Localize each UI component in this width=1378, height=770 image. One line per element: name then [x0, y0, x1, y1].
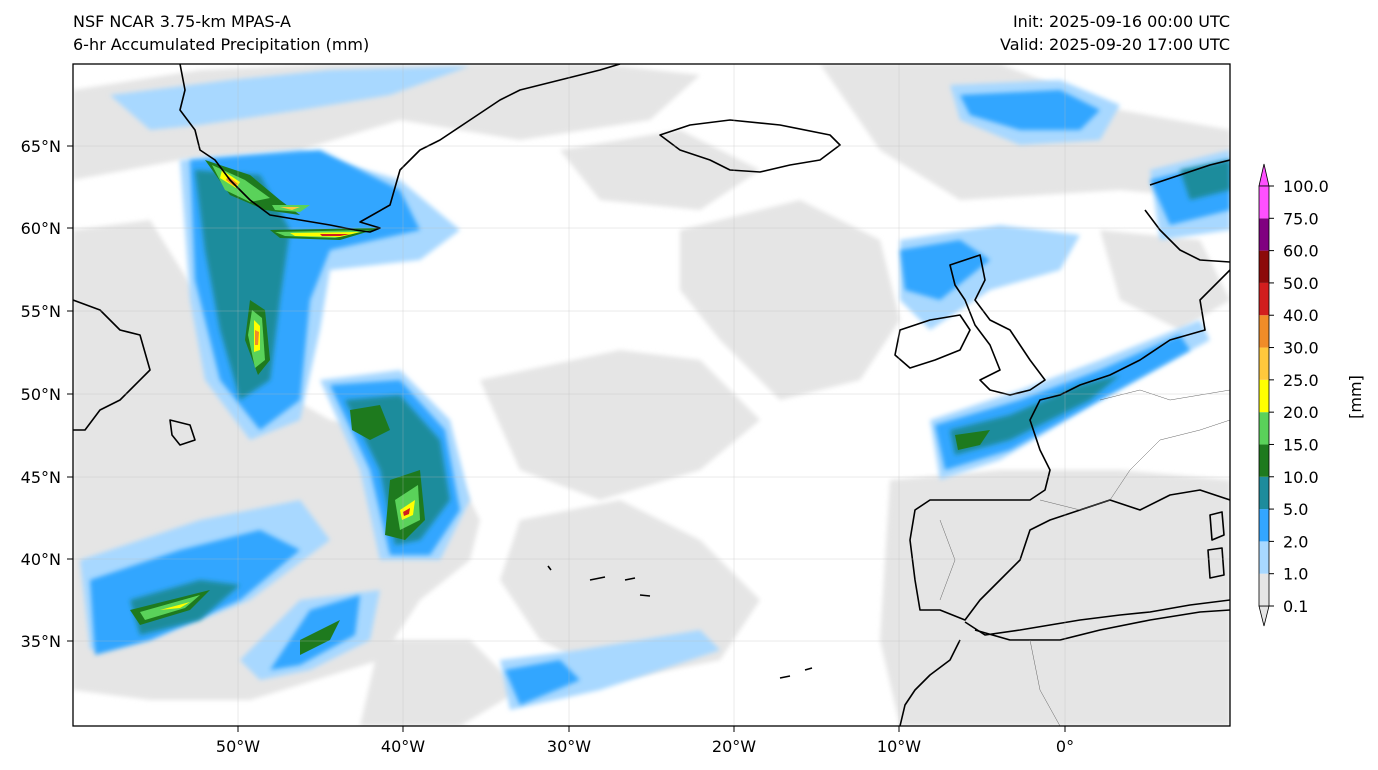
colorbar-level-label: 50.0 [1283, 274, 1319, 293]
lat-label: 55°N [21, 302, 61, 321]
lon-label: 0° [1056, 737, 1074, 756]
valid-time: Valid: 2025-09-20 17:00 UTC [999, 35, 1230, 54]
colorbar-level-label: 75.0 [1283, 209, 1319, 228]
colorbar-segment [1259, 379, 1269, 413]
lat-label: 35°N [21, 632, 61, 651]
colorbar-extend-low [1258, 605, 1270, 627]
colorbar-segment [1259, 282, 1269, 316]
colorbar-level-label: 15.0 [1283, 435, 1319, 454]
field-title: 6-hr Accumulated Precipitation (mm) [73, 35, 370, 54]
colorbar-level-label: 10.0 [1283, 468, 1319, 487]
colorbar-segment [1259, 541, 1269, 574]
colorbar-extend-high [1258, 163, 1270, 187]
colorbar-segment [1259, 412, 1269, 445]
colorbar-unit-label: [mm] [1346, 375, 1365, 419]
map-frame [72, 63, 1231, 727]
colorbar-segment [1259, 444, 1269, 477]
colorbar-level-label: 30.0 [1283, 339, 1319, 358]
country-borders [939, 389, 1230, 726]
colorbar-level-label: 0.1 [1283, 597, 1308, 616]
colorbar-segment [1259, 186, 1269, 219]
lat-label: 60°N [21, 219, 61, 238]
longitude-labels: 50°W 40°W 30°W 20°W 10°W 0° [216, 726, 1074, 756]
colorbar-segment [1259, 347, 1269, 380]
colorbar-level-label: 60.0 [1283, 242, 1319, 261]
lat-label: 50°N [21, 385, 61, 404]
colorbar-level-label: 25.0 [1283, 371, 1319, 390]
lon-label: 10°W [877, 737, 921, 756]
colorbar-level-label: 2.0 [1283, 532, 1308, 551]
model-title: NSF NCAR 3.75-km MPAS-A [73, 12, 291, 31]
colorbar-level-label: 5.0 [1283, 500, 1308, 519]
colorbar-segment [1259, 476, 1269, 510]
init-time: Init: 2025-09-16 00:00 UTC [1012, 12, 1230, 31]
colorbar-segment [1259, 509, 1269, 542]
colorbar-level-label: 1.0 [1283, 565, 1308, 584]
colorbar-segment [1259, 250, 1269, 283]
lon-label: 30°W [547, 737, 591, 756]
colorbar-segment [1259, 315, 1269, 348]
gridlines [73, 64, 1230, 726]
colorbar-level-label: 20.0 [1283, 403, 1319, 422]
colorbar-level-label: 100.0 [1283, 177, 1329, 196]
lon-label: 40°W [381, 737, 425, 756]
latitude-labels: 65°N 60°N 55°N 50°N 45°N 40°N 35°N [21, 137, 73, 651]
colorbar: 0.1 1.0 2.0 5.0 10.0 15.0 20.0 25.0 30.0 40.0 50.0… [1258, 163, 1329, 627]
lat-label: 45°N [21, 468, 61, 487]
lon-label: 50°W [216, 737, 260, 756]
colorbar-segment [1259, 218, 1269, 251]
lat-label: 65°N [21, 137, 61, 156]
colorbar-level-label: 40.0 [1283, 306, 1319, 325]
lat-label: 40°N [21, 550, 61, 569]
lon-label: 20°W [712, 737, 756, 756]
colorbar-segment [1259, 573, 1269, 606]
precip-field [73, 64, 1230, 726]
